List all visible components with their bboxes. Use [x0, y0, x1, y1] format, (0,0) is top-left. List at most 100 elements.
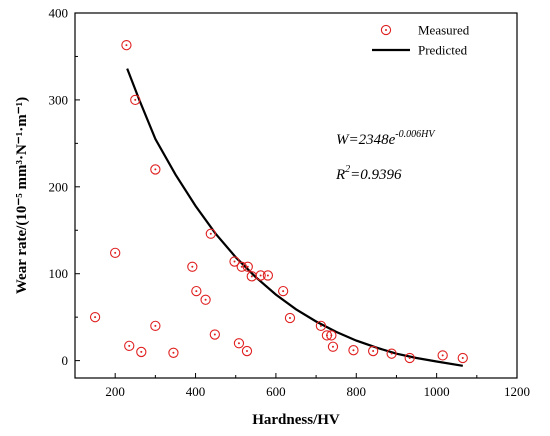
measured-point-ring — [315, 320, 327, 332]
y-tick-label: 300 — [49, 92, 69, 107]
measured-point-dot — [288, 317, 291, 320]
measured-point — [110, 247, 121, 259]
measured-point — [187, 261, 198, 272]
measured-point — [437, 350, 448, 361]
y-tick-label: 0 — [62, 353, 69, 368]
measured-point-ring — [386, 348, 397, 359]
measured-point-dot — [213, 333, 216, 336]
legend: Measured Predicted — [372, 23, 470, 58]
measured-point-ring — [110, 247, 121, 259]
measured-point-ring — [130, 94, 141, 106]
measured-point — [191, 285, 202, 297]
measured-point-dot — [172, 351, 175, 354]
predicted-curve — [126, 68, 463, 367]
measured-point-ring — [124, 340, 135, 351]
measured-point-dot — [191, 265, 194, 268]
measured-point-ring — [255, 270, 266, 281]
measured-points-layer — [89, 40, 468, 364]
measured-point — [386, 348, 397, 359]
x-tick-label: 200 — [105, 384, 125, 399]
measured-point-ring — [437, 350, 448, 361]
measured-point — [277, 285, 289, 297]
measured-point — [326, 330, 337, 341]
measured-point-ring — [205, 228, 216, 239]
measured-point — [241, 345, 253, 357]
measured-point-ring — [209, 329, 220, 340]
x-tick-label: 600 — [266, 384, 286, 399]
measured-point-dot — [461, 357, 464, 360]
measured-point-ring — [236, 261, 247, 272]
measured-point — [209, 329, 220, 340]
r-squared-symbol: R — [335, 167, 345, 183]
measured-point-dot — [352, 349, 355, 352]
measured-point-dot — [245, 350, 248, 353]
measured-point-ring — [121, 40, 132, 51]
y-tick-label: 200 — [49, 179, 69, 194]
axes — [74, 12, 518, 379]
measured-point — [168, 347, 179, 358]
measured-point-ring — [284, 312, 296, 324]
fit-equation-exponent: -0.006HV — [395, 129, 436, 140]
y-tick-label: 100 — [49, 266, 69, 281]
x-tick-label: 1200 — [504, 384, 530, 399]
measured-point-ring — [233, 338, 245, 349]
measured-point-dot — [140, 350, 143, 353]
measured-point — [284, 312, 296, 324]
x-tick-label: 1000 — [424, 384, 450, 399]
measured-point-ring — [367, 345, 379, 357]
measured-point-ring — [241, 345, 253, 357]
r-squared-superscript: 2 — [345, 164, 350, 175]
measured-point-ring — [150, 320, 161, 332]
legend-measured-marker — [380, 24, 392, 36]
measured-point-dot — [114, 251, 117, 254]
y-axis-title: Wear rate/(10⁻⁵ mm³·N⁻¹·m⁻¹) — [14, 97, 30, 294]
measured-point — [236, 261, 247, 272]
measured-point — [315, 320, 327, 332]
measured-point-dot — [259, 274, 262, 277]
measured-point-dot — [372, 350, 375, 353]
legend-predicted-label: Predicted — [418, 43, 468, 58]
measured-point-dot — [125, 44, 128, 47]
measured-point-dot — [134, 98, 137, 101]
x-tick-label: 800 — [347, 384, 367, 399]
measured-point-dot — [237, 342, 240, 345]
measured-point — [233, 338, 245, 349]
measured-point-ring — [457, 352, 468, 364]
measured-point-dot — [233, 260, 236, 263]
plot-frame — [74, 12, 518, 379]
x-axis-title: Hardness/HV — [252, 412, 340, 428]
measured-point-ring — [327, 341, 339, 352]
measured-point — [327, 341, 339, 352]
measured-point — [255, 270, 266, 281]
measured-point — [124, 340, 135, 351]
measured-point-ring — [262, 270, 274, 281]
measured-point-ring — [136, 346, 147, 358]
fit-equation: W=2348e-0.006HV — [336, 129, 436, 148]
measured-point-ring — [168, 347, 179, 358]
measured-point-dot — [390, 352, 393, 355]
measured-point-dot — [330, 334, 333, 337]
measured-point — [200, 294, 211, 305]
measured-point — [229, 256, 240, 267]
legend-measured-label: Measured — [418, 23, 470, 38]
y-axis-ticks: 0 100 200 300 400 — [49, 6, 80, 368]
measured-point-dot — [246, 265, 249, 268]
measured-point — [205, 228, 216, 239]
x-tick-label: 400 — [186, 384, 206, 399]
measured-point — [262, 270, 274, 281]
measured-point-ring — [229, 256, 240, 267]
measured-point — [348, 345, 359, 356]
measured-point-ring — [326, 330, 337, 341]
measured-point-dot — [408, 357, 411, 360]
measured-point — [130, 94, 141, 106]
measured-point-ring — [277, 285, 289, 297]
measured-point-dot — [128, 344, 131, 347]
measured-point — [457, 352, 468, 364]
measured-point-ring — [187, 261, 198, 272]
measured-point-ring — [89, 312, 101, 323]
measured-point-dot — [240, 265, 243, 268]
measured-point-dot — [282, 290, 285, 293]
x-axis-ticks: 200 400 600 800 1000 1200 — [74, 373, 530, 399]
measured-point-ring — [191, 285, 202, 297]
